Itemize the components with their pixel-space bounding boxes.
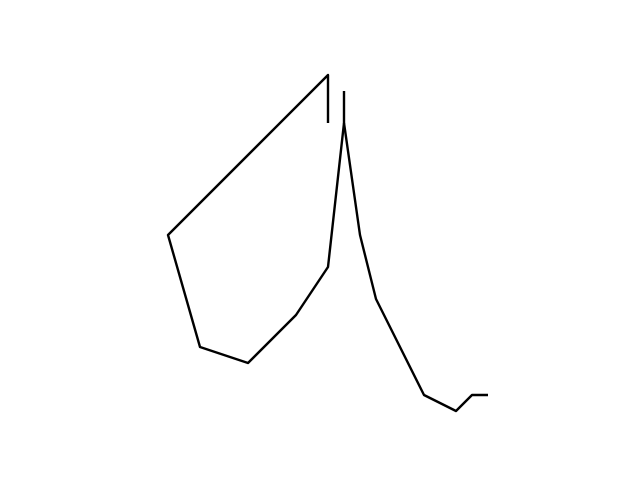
right-tail-stroke: [342, 122, 488, 413]
left-loop-stroke: [166, 73, 346, 365]
